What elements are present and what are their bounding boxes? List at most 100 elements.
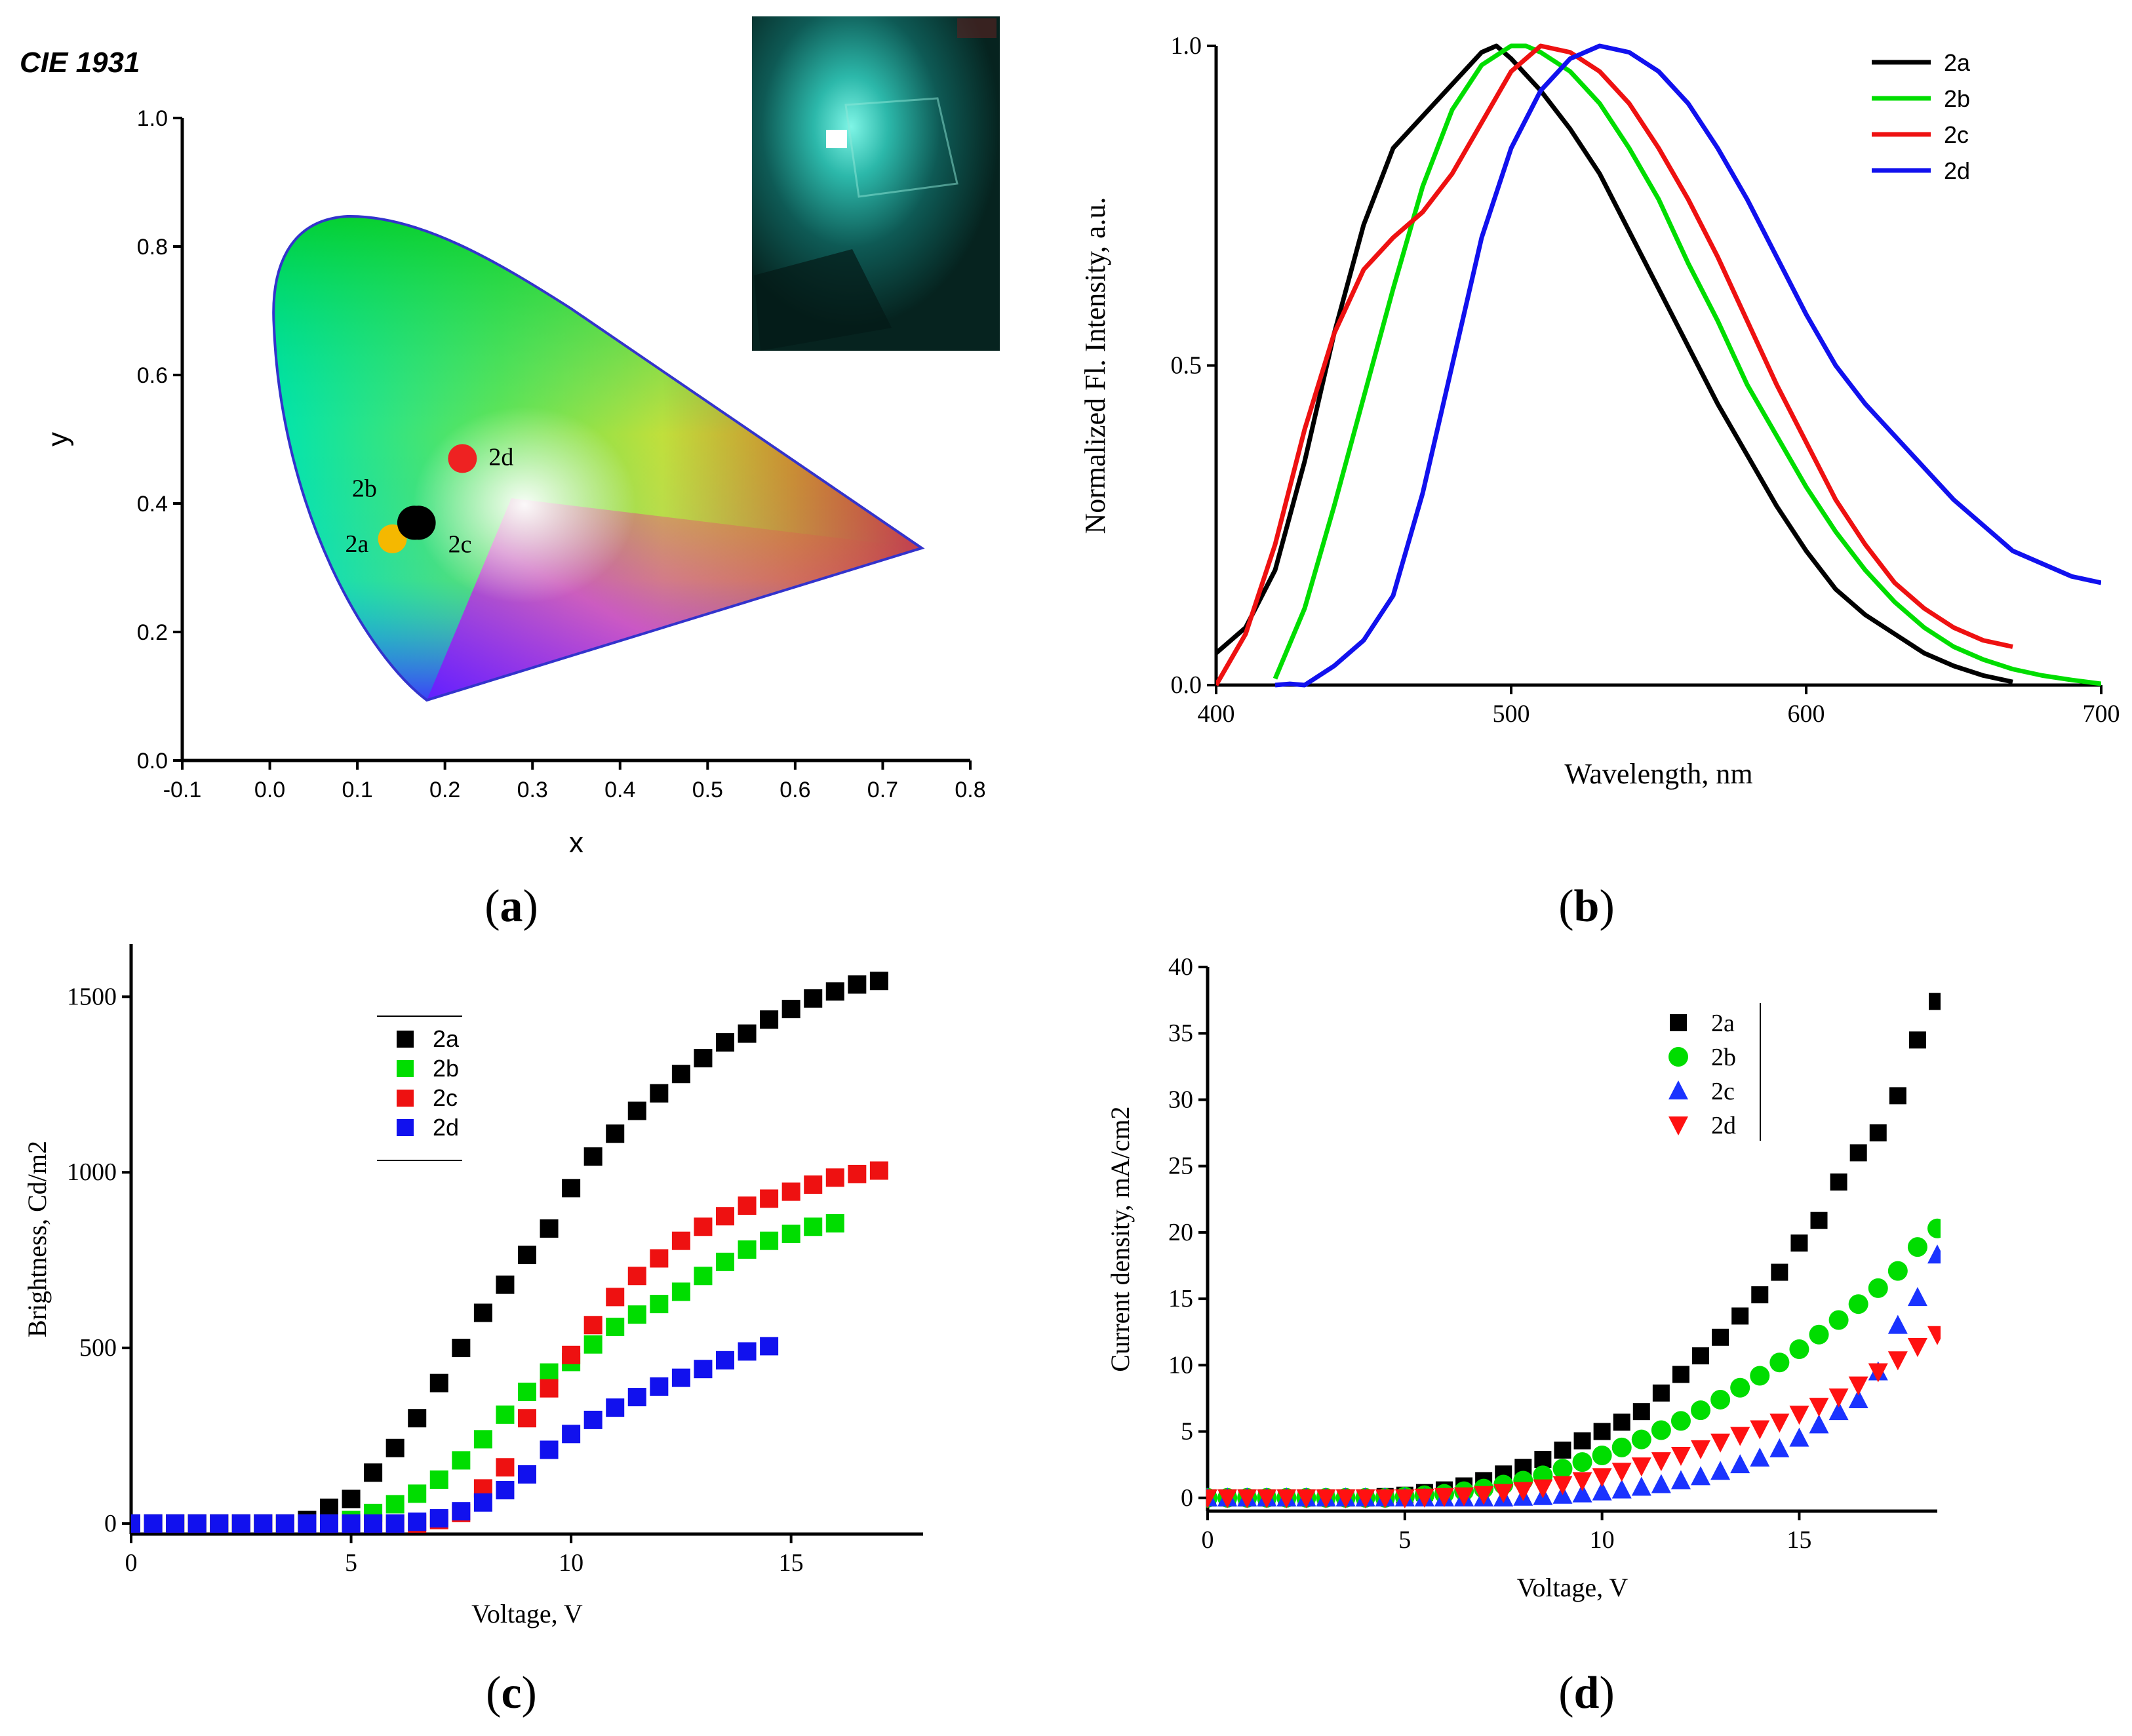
x-tick-label: 0.8	[955, 778, 985, 802]
point-2c	[1907, 1287, 1927, 1307]
point-2d	[1533, 1479, 1553, 1499]
y-tick-label: 1000	[67, 1158, 117, 1186]
point-2d	[694, 1360, 713, 1379]
point-2a	[1712, 1328, 1729, 1346]
cie-title: CIE 1931	[20, 47, 140, 79]
point-2a	[429, 1373, 448, 1392]
x-tick-label: 0.0	[254, 778, 285, 802]
point-2d	[231, 1514, 250, 1533]
point-2c	[869, 1161, 888, 1180]
point-2a	[1692, 1347, 1710, 1365]
point-2d	[473, 1493, 492, 1512]
point-2d	[385, 1514, 405, 1533]
point-2b	[452, 1451, 471, 1470]
point-2c	[1927, 1244, 1941, 1264]
point-2c	[848, 1164, 867, 1183]
point-2c	[583, 1316, 602, 1335]
point-2a	[1771, 1263, 1788, 1281]
point-2a	[583, 1147, 602, 1166]
point-2d	[1691, 1440, 1711, 1459]
point-2a	[496, 1275, 515, 1294]
point-2a	[1830, 1173, 1847, 1191]
cie-point-2a	[378, 524, 407, 553]
point-2a	[760, 1010, 779, 1029]
point-2b	[408, 1484, 427, 1503]
y-tick-label: 25	[1168, 1153, 1193, 1180]
point-2a	[1632, 1403, 1650, 1421]
x-tick-label: 0.1	[342, 778, 372, 802]
point-2c	[1887, 1314, 1908, 1334]
point-2a	[1908, 1031, 1926, 1049]
point-2a	[1573, 1432, 1591, 1450]
point-2a	[1849, 1144, 1867, 1162]
point-2d	[429, 1509, 448, 1528]
legend-label: 2a	[1711, 1010, 1735, 1037]
point-2b	[781, 1224, 800, 1243]
caption-d: d	[1574, 1668, 1600, 1718]
point-2d	[716, 1351, 734, 1370]
y-tick-label: 0.0	[1171, 671, 1202, 699]
point-2d	[1809, 1398, 1829, 1417]
svg-text:(c): (c)	[486, 1668, 537, 1718]
current-density-panel: 0 5 10 15 0 5 10 15 20 25 30 35 40 Voltage, V Current …	[1105, 953, 1941, 1602]
point-2b	[760, 1231, 779, 1250]
y-tick-label: 5	[1181, 1418, 1193, 1446]
point-2a	[1534, 1451, 1552, 1469]
x-axis-label: Voltage, V	[471, 1599, 583, 1628]
point-2b	[1848, 1294, 1868, 1314]
point-2d	[1394, 1489, 1415, 1509]
point-2d	[452, 1502, 471, 1521]
point-2d	[1848, 1376, 1868, 1396]
point-2c	[1611, 1479, 1632, 1499]
legend-label: 2d	[433, 1114, 459, 1141]
point-2d	[1276, 1489, 1297, 1509]
point-2c	[540, 1379, 559, 1398]
point-2d	[144, 1514, 163, 1533]
x-tick-label: 0	[125, 1549, 138, 1577]
y-tick-label: 30	[1168, 1086, 1193, 1113]
y-tick-label: 0.4	[137, 492, 168, 517]
point-2d	[166, 1514, 185, 1533]
point-2d	[518, 1465, 536, 1484]
cie-point-label: 2b	[352, 475, 377, 502]
point-2d	[1206, 1489, 1217, 1509]
point-2a	[738, 1024, 757, 1043]
x-tick-label: 10	[1590, 1526, 1615, 1554]
point-2b	[540, 1363, 559, 1382]
point-2a	[473, 1303, 492, 1322]
point-2d	[1493, 1484, 1514, 1503]
point-2d	[1730, 1427, 1750, 1446]
point-2d	[496, 1481, 515, 1500]
point-2d	[583, 1410, 602, 1429]
panel-captions: (a) (b) (c) (d)	[484, 881, 1615, 1718]
y-axis-label: Current density, mA/cm2	[1105, 1106, 1135, 1371]
point-2a	[825, 982, 844, 1001]
svg-text:(b): (b)	[1558, 881, 1615, 932]
point-2c	[606, 1288, 625, 1307]
spectrum-line-2d	[1274, 43, 2101, 688]
point-2d	[760, 1337, 779, 1356]
svg-text:(a): (a)	[484, 881, 538, 932]
x-tick-label: 0.5	[692, 778, 723, 802]
spectrum-line-2b	[1273, 43, 2101, 686]
point-2b	[1730, 1377, 1750, 1398]
caption-b: b	[1574, 881, 1600, 932]
point-2d	[1789, 1406, 1809, 1425]
spectrum-line-2c	[1216, 43, 2013, 686]
point-2b	[385, 1495, 405, 1514]
x-tick-label: 400	[1198, 700, 1235, 728]
point-2c	[1809, 1414, 1829, 1434]
point-2b	[1789, 1339, 1809, 1360]
point-2d	[1927, 1326, 1941, 1345]
point-2d	[1335, 1489, 1356, 1509]
point-2d	[1355, 1489, 1375, 1509]
point-2a	[342, 1489, 361, 1509]
x-axis-label: x	[569, 827, 583, 859]
point-2c	[562, 1345, 581, 1364]
x-tick-label: 10	[559, 1549, 583, 1577]
y-axis-label: Brightness, Cd/m2	[22, 1141, 52, 1337]
point-2a	[1889, 1087, 1906, 1105]
point-2b	[650, 1295, 669, 1314]
point-2b	[583, 1335, 602, 1354]
x-tick-label: 0	[1202, 1526, 1214, 1554]
